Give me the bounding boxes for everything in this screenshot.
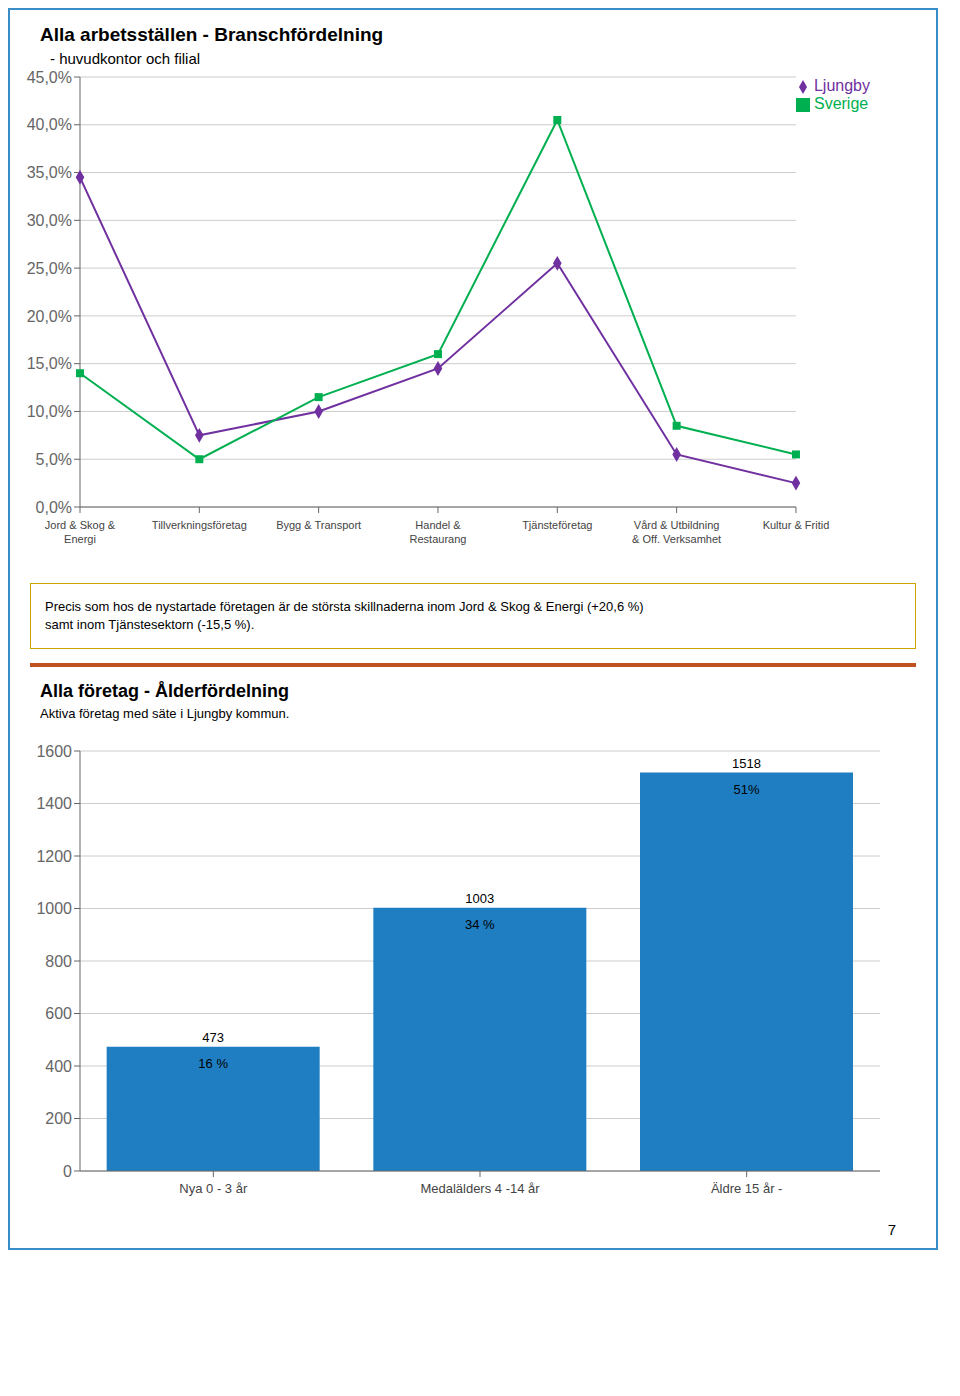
- svg-text:10,0%: 10,0%: [27, 403, 72, 420]
- svg-text:20,0%: 20,0%: [27, 308, 72, 325]
- svg-text:1000: 1000: [36, 901, 72, 918]
- svg-text:Bygg & Transport: Bygg & Transport: [276, 519, 361, 531]
- svg-text:0,0%: 0,0%: [36, 499, 72, 516]
- html-text:Alla arbetsställen - Branschfö: Alla arbetsställen - Branschfördelning: [40, 24, 384, 45]
- svg-text:40,0%: 40,0%: [27, 116, 72, 133]
- svg-text:51%: 51%: [733, 782, 759, 797]
- svg-text:Tillverkningsföretag: Tillverkningsföretag: [152, 519, 247, 531]
- svg-text:1518: 1518: [732, 756, 761, 771]
- html-text:Alla företag - Ålderfördelning: Alla företag - Ålderfördelning: [40, 681, 289, 702]
- html-text:Aktiva företag med säte i Ljun: Aktiva företag med säte i Ljungby kommun…: [40, 706, 290, 722]
- html-text:Sverige: Sverige: [814, 95, 869, 112]
- svg-text:Äldre 15 år -: Äldre 15 år -: [711, 1181, 783, 1196]
- svg-text:473: 473: [202, 1030, 224, 1045]
- svg-text:1600: 1600: [36, 743, 72, 760]
- svg-text:400: 400: [45, 1058, 72, 1075]
- html-text:Precis som hos de nystartade f: Precis som hos de nystartade företagen ä…: [45, 599, 644, 633]
- svg-text:45,0%: 45,0%: [27, 69, 72, 86]
- svg-text:Medalälders 4 -14 år: Medalälders 4 -14 år: [420, 1181, 540, 1196]
- html-text:Ljungby: Ljungby: [814, 77, 870, 94]
- svg-text:600: 600: [45, 1006, 72, 1023]
- svg-text:Nya 0 - 3 år: Nya 0 - 3 år: [179, 1181, 248, 1196]
- svg-text:Handel &Restaurang: Handel &Restaurang: [410, 519, 467, 545]
- svg-text:35,0%: 35,0%: [27, 164, 72, 181]
- svg-text:34 %: 34 %: [465, 917, 495, 932]
- svg-text:5,0%: 5,0%: [36, 451, 72, 468]
- svg-text:Kultur & Fritid: Kultur & Fritid: [763, 519, 830, 531]
- svg-text:1003: 1003: [465, 891, 494, 906]
- svg-text:25,0%: 25,0%: [27, 260, 72, 277]
- svg-text:15,0%: 15,0%: [27, 355, 72, 372]
- svg-text:Vård & Utbildning& Off. Verksa: Vård & Utbildning& Off. Verksamhet: [632, 519, 721, 545]
- svg-text:800: 800: [45, 953, 72, 970]
- svg-text:Tjänsteföretag: Tjänsteföretag: [522, 519, 592, 531]
- svg-text:1200: 1200: [36, 848, 72, 865]
- svg-text:16 %: 16 %: [198, 1056, 228, 1071]
- svg-text:1400: 1400: [36, 796, 72, 813]
- svg-text:Jord & Skog &Energi: Jord & Skog &Energi: [45, 519, 116, 545]
- svg-text:200: 200: [45, 1111, 72, 1128]
- svg-text:0: 0: [63, 1163, 72, 1180]
- svg-text:30,0%: 30,0%: [27, 212, 72, 229]
- html-text:7: 7: [887, 1221, 896, 1239]
- html-text:- huvudkontor och filial: - huvudkontor och filial: [50, 50, 201, 67]
